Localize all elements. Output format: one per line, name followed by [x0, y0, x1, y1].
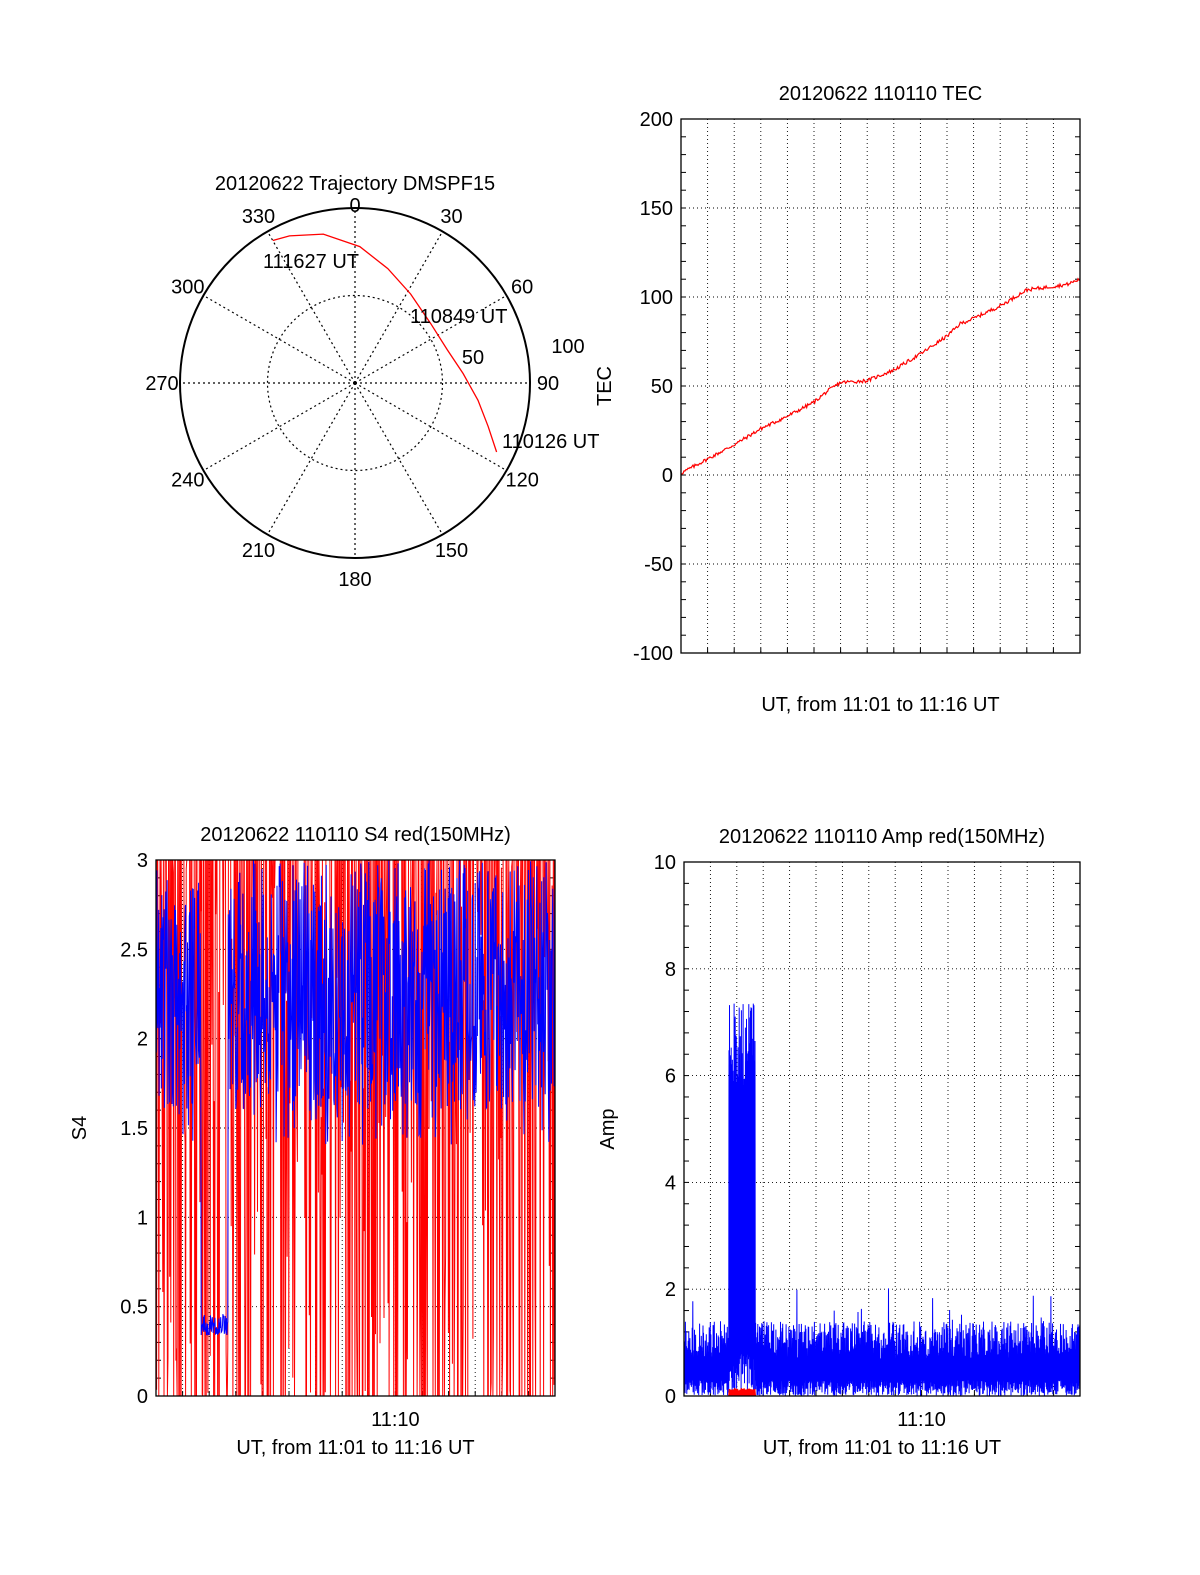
tec-series-line	[680, 277, 1080, 475]
tec-ytick-label-150: 150	[640, 198, 673, 220]
s4-xlabel: UT, from 11:01 to 11:16 UT	[236, 1437, 474, 1459]
amp-ytick-label-6: 6	[665, 1066, 676, 1088]
polar-angle-label-240: 240	[171, 470, 204, 492]
polar-angle-label-210: 210	[242, 540, 275, 562]
polar-radial-label-50: 50	[462, 347, 484, 369]
tec-ytick-label--50: -50	[644, 554, 673, 576]
polar-angle-label-90: 90	[537, 373, 559, 395]
tec-xlabel: UT, from 11:01 to 11:16 UT	[761, 694, 999, 716]
polar-angle-label-300: 300	[171, 277, 204, 299]
trajectory-title: 20120622 Trajectory DMSPF15	[215, 173, 495, 195]
amp-ytick-label-10: 10	[654, 852, 676, 874]
polar-radial-label-100: 100	[551, 336, 584, 358]
amp-ylabel: Amp	[597, 1108, 619, 1149]
trajectory-annotation-1: 110849 UT	[410, 306, 507, 328]
tec-line-chart: -100 -50 0 50 100 150 200 20120622 110110 TEC UT…	[594, 83, 1081, 716]
polar-spoke-300	[203, 294, 356, 384]
s4-title: 20120622 110110 S4 red(150MHz)	[200, 824, 511, 846]
polar-angle-label-60: 60	[511, 277, 533, 299]
s4-line-chart: 0 0.5 1 1.5 2 2.5 3 20120622 110110 S4 red(150M…	[69, 824, 556, 1459]
tec-plot-frame	[680, 118, 1081, 654]
polar-angle-label-30: 30	[440, 206, 462, 228]
amp-plot-frame	[683, 861, 1081, 1397]
s4-series-blue	[155, 860, 556, 1336]
tec-ytick-label-200: 200	[640, 109, 673, 131]
amp-series-blue	[683, 1003, 1081, 1397]
amp-ytick-label-0: 0	[665, 1386, 676, 1408]
s4-ytick-label-3: 3	[137, 850, 148, 872]
amp-xtick-label-1110: 11:10	[897, 1409, 946, 1431]
polar-angle-label-270: 270	[145, 373, 178, 395]
amp-title: 20120622 110110 Amp red(150MHz)	[719, 826, 1045, 848]
tec-ytick-label-50: 50	[651, 376, 673, 398]
amp-series-red	[728, 1388, 757, 1397]
trajectory-annotation-0: 111627 UT	[263, 251, 359, 273]
polar-spoke-30	[354, 231, 444, 384]
s4-ytick-label-1: 1	[137, 1207, 148, 1229]
polar-angle-label-180: 180	[338, 569, 371, 591]
polar-spoke-60	[354, 294, 507, 384]
polar-outer-circle	[179, 207, 531, 559]
s4-plot-frame	[155, 859, 556, 1397]
polar-spoke-240	[203, 382, 356, 472]
s4-ytick-label-0.5: 0.5	[120, 1297, 148, 1319]
s4-ytick-label-2.5: 2.5	[120, 939, 148, 961]
tec-ytick-label-0: 0	[662, 465, 673, 487]
amp-ytick-label-2: 2	[665, 1279, 676, 1301]
polar-spoke-120	[354, 382, 507, 472]
tec-ytick-label-100: 100	[640, 287, 673, 309]
tec-ylabel: TEC	[594, 366, 616, 406]
trajectory-annotation-2: 110126 UT	[502, 431, 599, 453]
polar-angle-label-120: 120	[505, 470, 538, 492]
polar-spoke-150	[354, 382, 444, 535]
polar-spoke-330	[266, 231, 356, 384]
polar-angle-label-150: 150	[435, 540, 468, 562]
amp-ytick-label-8: 8	[665, 959, 676, 981]
tec-title: 20120622 110110 TEC	[779, 83, 983, 105]
amp-ytick-label-4: 4	[665, 1172, 676, 1194]
polar-angle-label-0: 0	[349, 195, 360, 217]
polar-spoke-210	[266, 382, 356, 535]
s4-xtick-label-1110: 11:10	[371, 1409, 420, 1431]
polar-grid-circle-50	[266, 294, 444, 472]
s4-ylabel: S4	[69, 1116, 91, 1140]
trajectory-curve	[272, 233, 498, 453]
s4-ytick-label-0: 0	[137, 1386, 148, 1408]
polar-angle-label-330: 330	[242, 206, 275, 228]
tec-ytick-label--100: -100	[633, 643, 673, 665]
s4-ytick-label-2: 2	[137, 1029, 148, 1051]
amp-xlabel: UT, from 11:01 to 11:16 UT	[763, 1437, 1001, 1459]
amp-line-chart: 0 2 4 6 8 10 20120622 110110 Amp red(150MHz) UT…	[597, 826, 1081, 1459]
s4-ytick-label-1.5: 1.5	[120, 1118, 148, 1140]
